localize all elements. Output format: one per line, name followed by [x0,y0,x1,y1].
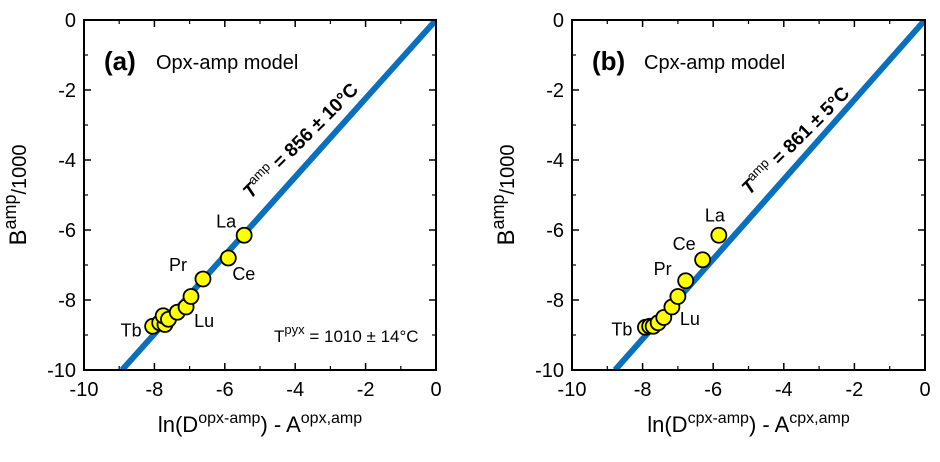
point-label: La [216,211,237,231]
note-text: = 1010 ± 14°C [305,327,419,346]
y-tick-label: -6 [546,220,564,242]
y-axis-label: Bamp/1000 [0,144,32,245]
data-point [194,270,212,288]
point-label: Ce [232,264,255,284]
panel-title: Cpx-amp model [644,52,785,74]
y-tick-label: -4 [546,150,564,172]
x-label-base: ln(D [647,412,687,437]
x-tick-label: -8 [634,379,652,401]
data-point [694,251,712,269]
y-tick-label: -8 [58,290,76,312]
y-label-base: B [493,230,520,246]
x-tick-label: -6 [216,379,234,401]
x-tick-label: 0 [430,379,441,401]
x-label-base: ln(D [158,412,198,437]
note-T: T [274,327,284,346]
x-label-mid: ) - A [749,412,790,437]
note-label: Tpyx = 1010 ± 14°C [274,322,419,346]
plot-frame [571,19,926,371]
y-tick-label: -4 [58,150,76,172]
data-point [182,288,200,305]
fit-label: Tamp = 856 ± 10°C [237,76,364,203]
y-tick-label: -6 [58,220,76,242]
point-label: Pr [654,259,672,279]
x-tick-label: -2 [846,379,864,401]
data-point [677,272,695,290]
fit-label-text: = 856 ± 10°C [265,79,363,177]
x-tick-label: -4 [286,379,304,401]
y-label-sup: amp [488,195,508,230]
y-tick-label: -2 [58,80,76,102]
y-tick-label: -10 [535,360,564,382]
x-axis-label: ln(Dcpx-amp) - Acpx,amp [647,410,850,437]
y-label-base: B [5,230,32,246]
x-tick-label: -4 [775,379,793,401]
data-point [219,249,237,267]
x-tick-label: -8 [146,379,164,401]
point-label: Lu [680,309,700,329]
x-tick-label: -6 [704,379,722,401]
data-point [235,226,253,244]
panel-label: (b) [592,46,625,76]
x-label-sup1: cpx-amp [688,410,749,427]
y-tick-label: -2 [546,80,564,102]
panel-title: Opx-amp model [156,52,298,74]
data-point [669,288,687,305]
y-tick-label: -8 [546,290,564,312]
note-sup: pyx [284,322,305,337]
y-tick-label: 0 [553,10,564,32]
x-label-sup1: opx-amp [198,410,260,427]
x-tick-label: -10 [558,379,587,401]
x-tick-label: -10 [70,379,99,401]
fit-label-text: = 861 ± 5°C [764,83,854,173]
x-label-sup2: opx,amp [301,410,362,427]
x-tick-label: -2 [357,379,375,401]
panel-a: -10 -8 -6 -4 -2 0 0 -2 -4 -6 -8 -10 La Ce Pr Lu Tb (a) Opx… [0,10,442,437]
point-label: Lu [194,311,214,331]
y-label-sup: amp [0,195,20,230]
y-label-tail: /1000 [9,144,31,194]
y-axis-label: Bamp/1000 [488,144,520,245]
panel-label: (a) [104,46,136,76]
x-axis-label: ln(Dopx-amp) - Aopx,amp [158,410,362,437]
point-label: Tb [611,319,632,339]
x-tick-label: 0 [919,379,930,401]
x-label-mid: ) - A [260,412,301,437]
data-point [710,226,728,244]
y-tick-label: -10 [47,360,76,382]
x-label-sup2: cpx,amp [789,410,850,427]
point-label: Tb [121,320,142,340]
y-label-tail: /1000 [497,144,519,194]
point-label: Ce [673,234,696,254]
plot-frame [83,19,437,371]
y-tick-label: 0 [65,10,76,32]
fit-label: Tamp = 861 ± 5°C [735,80,854,199]
point-label: Pr [169,255,187,275]
point-label: La [705,205,726,225]
